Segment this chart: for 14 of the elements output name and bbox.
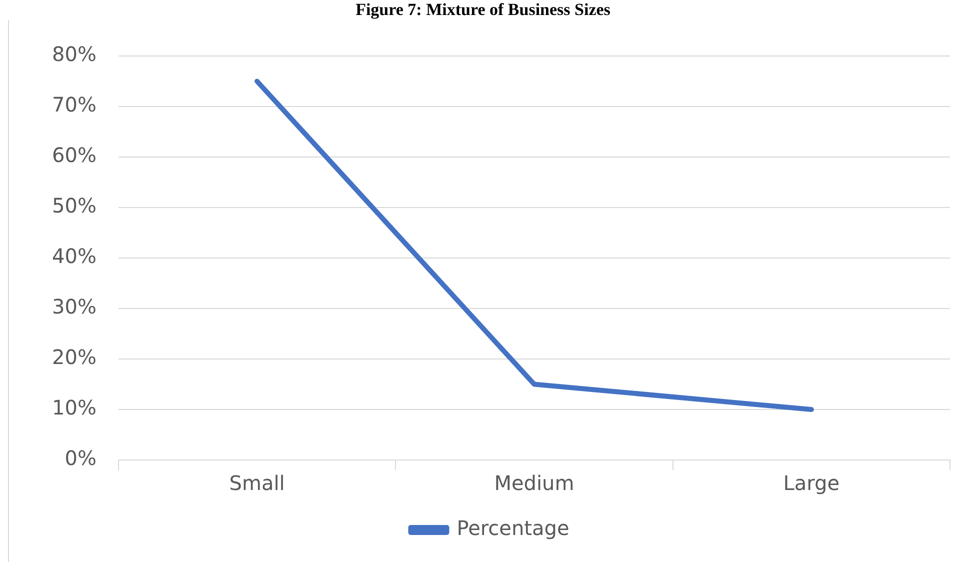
legend-label: Percentage (456, 516, 570, 540)
x-tick-label: Large (783, 471, 840, 496)
chart-title: Figure 7: Mixture of Business Sizes (354, 0, 612, 20)
y-tick-label: 10% (52, 396, 96, 420)
y-tick-label: 20% (52, 345, 96, 370)
y-tick-label: 50% (52, 194, 96, 218)
y-tick-label: 80% (52, 42, 96, 66)
y-tick-label: 40% (52, 244, 96, 268)
x-tick-label: Small (229, 471, 285, 496)
y-tick-label: 70% (52, 92, 96, 117)
y-tick-label: 30% (52, 294, 96, 319)
y-tick-label: 60% (52, 143, 96, 168)
x-tick-label: Medium (494, 471, 574, 496)
y-tick-label: 0% (64, 446, 96, 470)
